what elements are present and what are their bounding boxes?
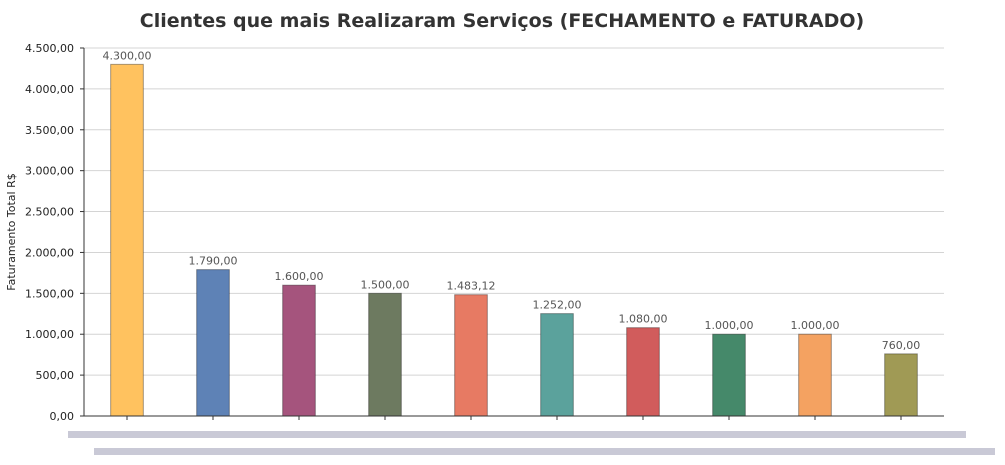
y-tick-label: 3.000,00	[25, 165, 74, 178]
bar	[712, 333, 746, 417]
bar	[196, 269, 230, 417]
data-label: 1.080,00	[619, 313, 668, 326]
bar	[884, 353, 918, 417]
bar	[282, 284, 316, 417]
data-label: 1.500,00	[361, 278, 410, 291]
bar	[110, 63, 144, 417]
bar	[798, 333, 832, 417]
y-tick-label: 4.000,00	[25, 83, 74, 96]
category-label-scrollbar-upper[interactable]	[68, 431, 966, 438]
bars	[110, 63, 918, 420]
bar	[368, 292, 402, 417]
data-label: 1.000,00	[705, 319, 754, 332]
data-label: 1.252,00	[533, 299, 582, 312]
y-tick-label: 2.000,00	[25, 246, 74, 259]
y-axis-ticks: 0,00 500,00 1.000,00 1.500,00 2.000,00 2.500,…	[25, 42, 84, 423]
y-tick-label: 3.500,00	[25, 124, 74, 137]
y-tick-label: 500,00	[36, 369, 75, 382]
data-labels: 4.300,00 1.790,00 1.600,00 1.500,00 1.483,12…	[103, 49, 921, 351]
bar	[540, 313, 574, 417]
data-label: 1.790,00	[189, 255, 238, 268]
y-tick-label: 2.500,00	[25, 206, 74, 219]
data-label: 4.300,00	[103, 49, 152, 62]
y-tick-label: 1.500,00	[25, 287, 74, 300]
y-tick-label: 1.000,00	[25, 328, 74, 341]
y-tick-label: 4.500,00	[25, 42, 74, 55]
bar	[454, 294, 488, 417]
chart-title: Clientes que mais Realizaram Serviços (F…	[140, 10, 864, 32]
data-label: 1.483,12	[447, 280, 496, 293]
data-label: 1.000,00	[791, 319, 840, 332]
bar	[626, 327, 660, 417]
data-label: 1.600,00	[275, 270, 324, 283]
category-label-scrollbar-lower[interactable]	[94, 448, 995, 455]
y-axis-label: Faturamento Total R$	[5, 173, 18, 290]
data-label: 760,00	[882, 339, 921, 352]
y-tick-label: 0,00	[50, 410, 75, 423]
